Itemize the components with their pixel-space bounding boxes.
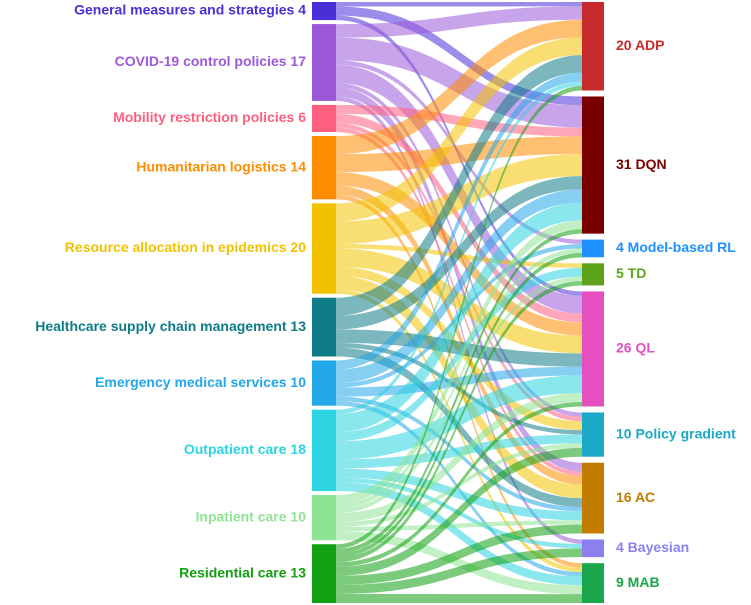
link-inp-ql: [336, 393, 582, 523]
link-hum-adp: [336, 19, 582, 155]
source-label-inpatient-care: Inpatient care 10: [196, 508, 307, 524]
source-node-residential-care: [312, 544, 336, 603]
target-node-policy-gradient: [582, 412, 604, 457]
target-label-td: 5 TD: [616, 265, 646, 281]
link-hsc-pg: [336, 342, 582, 435]
link-inp-mab: [336, 531, 582, 595]
link-hsc-adp: [336, 55, 582, 316]
source-node-outpatient-care: [312, 409, 336, 492]
source-label-outpatient-care: Outpatient care 18: [184, 441, 306, 457]
link-res-adp: [336, 37, 582, 222]
target-label-model-based-rl: 4 Model-based RL: [616, 239, 736, 255]
link-inp-td: [336, 276, 582, 514]
target-node-td: [582, 263, 604, 286]
link-rcc-mab: [336, 593, 582, 603]
link-rcc-dqn: [336, 229, 582, 554]
source-node-resource-allocation-in-epidemics: [312, 203, 336, 294]
source-label-healthcare-supply-chain-management: Healthcare supply chain management 13: [35, 318, 306, 334]
link-gm-adp: [336, 2, 582, 7]
link-inp-dqn: [336, 220, 582, 505]
target-node-model-based-rl: [582, 239, 604, 258]
source-node-healthcare-supply-chain-management: [312, 297, 336, 357]
source-label-covid-19-control-policies: COVID-19 control policies 17: [115, 53, 307, 69]
target-label-policy-gradient: 10 Policy gradient: [616, 425, 736, 441]
target-node-bayesian: [582, 539, 604, 558]
source-node-covid-19-control-policies: [312, 24, 336, 101]
target-node-adp: [582, 2, 604, 91]
link-gm-dqn: [336, 6, 582, 106]
source-label-general-measures-and-strategies: General measures and strategies 4: [74, 2, 306, 18]
sankey-labels: General measures and strategies 4 COVID-1…: [35, 2, 736, 590]
source-node-inpatient-care: [312, 495, 336, 541]
sankey-links: [336, 2, 582, 603]
link-inp-mbr: [336, 248, 582, 509]
link-hsc-ac: [336, 347, 582, 507]
target-node-ql: [582, 291, 604, 407]
link-hum-ac: [336, 185, 582, 485]
target-node-dqn: [582, 96, 604, 234]
link-out-td: [336, 267, 582, 442]
link-out-pg: [336, 434, 582, 469]
link-ems-mab: [336, 401, 582, 577]
target-node-ac: [582, 462, 604, 534]
link-ems-adp: [336, 72, 582, 370]
target-label-adp: 20 ADP: [616, 37, 665, 53]
link-rcc-adp: [336, 86, 582, 549]
source-node-mobility-restriction-policies: [312, 104, 336, 133]
source-label-resource-allocation-in-epidemics: Resource allocation in epidemics 20: [65, 239, 306, 255]
source-label-humanitarian-logistics: Humanitarian logistics 14: [136, 158, 306, 174]
link-rcc-ql: [336, 402, 582, 567]
link-hsc-dqn: [336, 176, 582, 330]
link-rcc-ac: [336, 524, 582, 585]
link-ems-ql: [336, 366, 582, 397]
link-out-mab: [336, 482, 582, 586]
source-label-residential-care: Residential care 13: [179, 564, 306, 580]
target-label-bayesian: 4 Bayesian: [616, 539, 689, 555]
link-rcc-bay: [336, 548, 582, 594]
link-cov-adp: [336, 6, 582, 38]
link-hum-dqn: [336, 136, 582, 173]
source-node-humanitarian-logistics: [312, 136, 336, 200]
link-mob-pg: [336, 123, 582, 422]
link-ems-dqn: [336, 189, 582, 384]
link-out-adp: [336, 81, 582, 415]
link-rcc-mbr: [336, 252, 582, 558]
link-inp-ac: [336, 520, 582, 532]
link-res-dqn: [336, 153, 582, 244]
link-out-ql: [336, 375, 582, 460]
link-rcc-pg: [336, 447, 582, 576]
target-node-mab: [582, 563, 604, 603]
source-label-emergency-medical-services: Emergency medical services 10: [95, 374, 306, 390]
source-node-general-measures-and-strategies: [312, 2, 336, 21]
source-node-emergency-medical-services: [312, 360, 336, 406]
target-label-ac: 16 AC: [616, 489, 655, 505]
target-label-dqn: 31 DQN: [616, 156, 667, 172]
sankey-nodes: [312, 2, 604, 603]
target-label-mab: 9 MAB: [616, 574, 660, 590]
source-label-mobility-restriction-policies: Mobility restriction policies 6: [113, 109, 306, 125]
link-rcc-td: [336, 281, 582, 563]
target-label-ql: 26 QL: [616, 340, 655, 356]
